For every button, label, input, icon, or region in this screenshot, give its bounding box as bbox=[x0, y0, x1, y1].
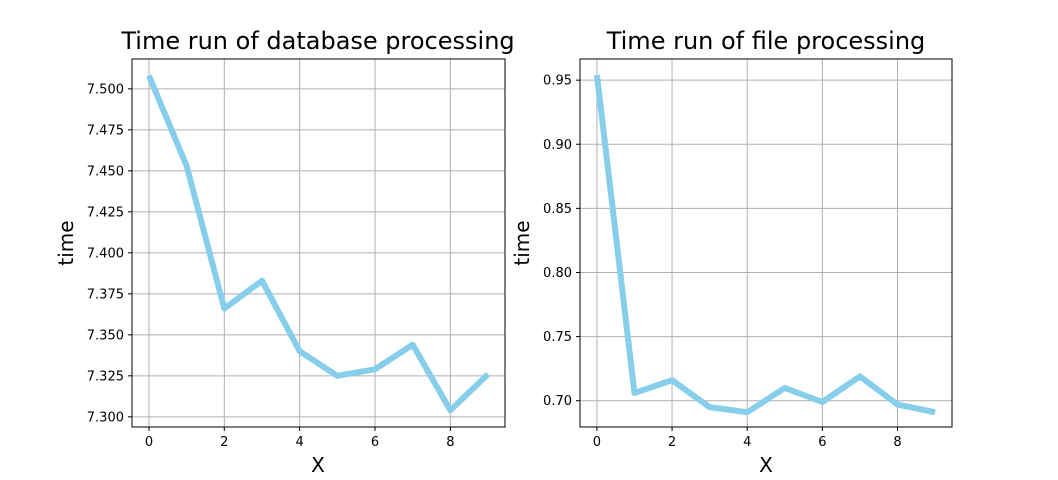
y-axis-label: time bbox=[54, 220, 78, 265]
x-tick-label: 2 bbox=[220, 435, 228, 450]
y-tick-label: 7.300 bbox=[87, 410, 124, 425]
grid bbox=[580, 59, 952, 427]
x-tick-label: 4 bbox=[743, 435, 751, 450]
y-tick-label: 0.70 bbox=[543, 394, 572, 409]
y-tick-label: 7.500 bbox=[87, 82, 124, 97]
x-tick-label: 0 bbox=[145, 435, 153, 450]
y-tick-label: 7.475 bbox=[87, 123, 124, 138]
y-tick-label: 0.85 bbox=[543, 202, 572, 217]
y-tick-label: 0.95 bbox=[543, 74, 572, 89]
x-tick-label: 8 bbox=[893, 435, 901, 450]
x-tick-label: 0 bbox=[593, 435, 601, 450]
y-tick-label: 7.450 bbox=[87, 164, 124, 179]
series-line bbox=[593, 74, 936, 416]
chart-title: Time run of database processing bbox=[120, 27, 514, 55]
x-tick-label: 2 bbox=[668, 435, 676, 450]
chart-database-processing: Time run of database processing X time 0… bbox=[54, 27, 515, 477]
y-tick-label: 0.80 bbox=[543, 266, 572, 281]
y-tick-label: 7.425 bbox=[87, 205, 124, 220]
y-tick-label: 7.375 bbox=[87, 287, 124, 302]
y-tick-label: 7.325 bbox=[87, 369, 124, 384]
x-axis-label: X bbox=[311, 453, 325, 477]
plot-frame bbox=[579, 58, 953, 428]
y-tick-label: 0.90 bbox=[543, 138, 572, 153]
y-tick-label: 7.350 bbox=[87, 328, 124, 343]
plot-frame bbox=[131, 58, 506, 428]
x-tick-label: 8 bbox=[446, 435, 454, 450]
x-axis-label: X bbox=[759, 453, 773, 477]
y-tick-label: 7.400 bbox=[87, 246, 124, 261]
grid bbox=[132, 59, 505, 427]
x-tick-label: 6 bbox=[818, 435, 826, 450]
chart-title: Time run of file processing bbox=[606, 27, 926, 55]
y-axis-label: time bbox=[510, 220, 534, 265]
series-line bbox=[146, 74, 491, 414]
chart-file-processing: Time run of file processing X time 0 2 4 6 8… bbox=[510, 27, 953, 477]
x-tick-label: 4 bbox=[296, 435, 304, 450]
y-tick-label: 0.75 bbox=[543, 330, 572, 345]
x-tick-label: 6 bbox=[371, 435, 379, 450]
